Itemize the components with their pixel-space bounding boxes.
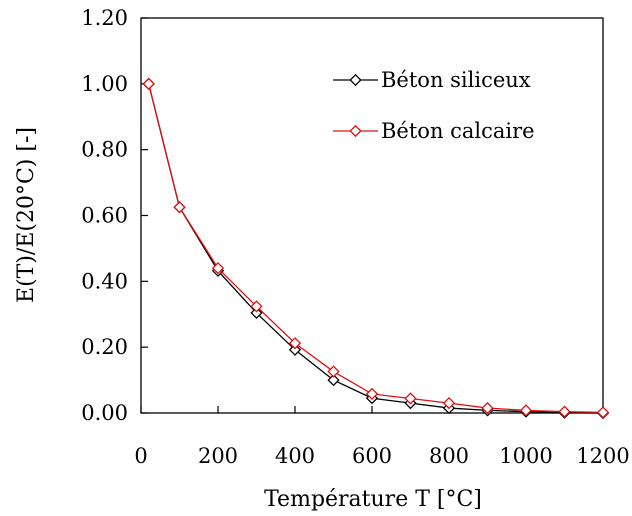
series-2 [142, 77, 610, 419]
x-tick-label: 800 [429, 444, 469, 468]
data-point [481, 401, 494, 415]
data-point [250, 306, 263, 320]
x-axis: 0 200 400 600 800 1000 1200 [134, 406, 630, 468]
data-point [327, 373, 340, 387]
x-tick-label: 600 [352, 444, 392, 468]
legend-marker [349, 73, 362, 87]
series-layer [142, 77, 610, 420]
data-point [327, 365, 340, 378]
data-point [519, 404, 533, 417]
legend-label: Béton calcaire [381, 119, 535, 143]
data-point [442, 397, 456, 410]
legend-marker [349, 124, 362, 138]
data-point [404, 392, 417, 405]
data-point [142, 77, 155, 90]
data-point [596, 406, 610, 419]
y-axis: 0.00 0.20 0.40 0.60 0.80 1.00 1.20 [81, 6, 148, 425]
x-tick-label: 400 [275, 444, 315, 468]
x-tick-label: 0 [134, 444, 147, 468]
y-tick-label: 0.40 [81, 269, 128, 293]
y-tick-label: 0.00 [81, 401, 128, 425]
data-point [558, 405, 571, 418]
series-line [148, 83, 604, 414]
data-point [288, 343, 302, 356]
legend-label: Béton siliceux [381, 68, 531, 92]
x-axis-title: Température T [°C] [264, 487, 482, 512]
series-1 [142, 77, 610, 420]
data-point [250, 300, 263, 313]
y-tick-label: 0.20 [81, 335, 128, 359]
y-tick-label: 0.80 [81, 138, 128, 162]
series-line [148, 83, 604, 413]
data-point [173, 201, 186, 214]
y-tick-label: 1.00 [81, 72, 128, 96]
y-axis-title: E(T)/E(20°C) [-] [14, 127, 39, 303]
plot-area [140, 17, 604, 414]
x-tick-label: 1000 [499, 444, 552, 468]
x-tick-label: 1200 [576, 444, 629, 468]
data-point [211, 262, 225, 275]
y-tick-label: 0.60 [81, 204, 128, 228]
x-tick-label: 200 [198, 444, 238, 468]
data-point [365, 387, 379, 401]
legend: Béton siliceux Béton calcaire [333, 68, 535, 143]
legend-item: Béton siliceux [333, 68, 531, 92]
y-tick-label: 1.20 [81, 6, 128, 30]
data-point [288, 337, 302, 350]
plot-frame [140, 17, 604, 414]
legend-item: Béton calcaire [333, 119, 535, 143]
